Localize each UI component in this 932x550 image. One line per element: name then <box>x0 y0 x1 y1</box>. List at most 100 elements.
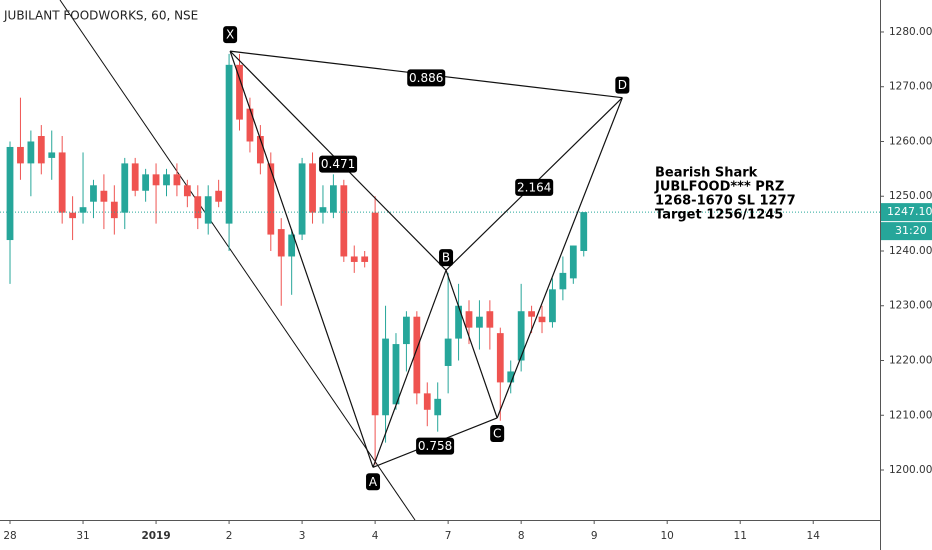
candle-body <box>559 272 567 290</box>
ratio-label: 2.164 <box>517 180 551 194</box>
candle-body <box>58 152 66 213</box>
x-tick-label: 2019 <box>141 530 170 542</box>
candle-body <box>549 289 556 323</box>
ratio-label: 0.886 <box>409 71 443 85</box>
candle-body <box>486 311 494 328</box>
candle-body <box>194 196 202 219</box>
y-tick-label: 1220.00 <box>889 355 932 367</box>
candle-body <box>204 196 212 224</box>
candle-body <box>121 163 129 213</box>
ratio-box <box>407 69 446 87</box>
candle-body <box>236 64 243 120</box>
candle-body <box>110 201 118 219</box>
candle-body <box>48 152 56 158</box>
point-box <box>490 424 505 442</box>
x-tick-label: 10 <box>661 530 674 542</box>
y-tick-label: 1210.00 <box>889 409 932 421</box>
candle-body <box>403 316 410 345</box>
y-tick-label: 1240.00 <box>889 245 932 257</box>
point-box <box>366 473 381 491</box>
candle-body <box>17 146 24 164</box>
candle-body <box>267 163 275 235</box>
candle-body <box>79 207 87 213</box>
annotation: 1268-1670 SL 1277 <box>655 194 796 209</box>
ratio-label: 0.471 <box>321 157 355 171</box>
pattern-line <box>372 269 447 468</box>
candle-body <box>152 174 160 186</box>
candle-body <box>69 212 76 219</box>
candle-body <box>277 229 285 257</box>
x-tick-label: 2 <box>226 530 233 542</box>
y-tick-label: 1230.00 <box>889 300 932 312</box>
candle-body <box>173 174 181 186</box>
annotation: Target 1256/1245 <box>655 208 783 223</box>
candle-body <box>309 163 316 213</box>
candle-body <box>476 316 483 328</box>
point-label: C <box>493 426 501 440</box>
ratio-box <box>416 437 455 455</box>
candle-body <box>163 174 170 186</box>
x-tick-label: 28 <box>3 530 16 542</box>
candle-body <box>569 245 577 279</box>
point-box <box>439 249 454 267</box>
candle-body <box>382 338 389 416</box>
candle-body <box>215 190 223 202</box>
y-tick-label: 1250.00 <box>889 190 932 202</box>
annotation: Bearish Shark <box>655 166 758 181</box>
ratio-label: 0.758 <box>418 439 452 453</box>
y-tick-label: 1270.00 <box>889 81 932 93</box>
candle-body <box>350 256 358 262</box>
plot <box>6 53 588 465</box>
candle-body <box>538 316 546 323</box>
x-tick-label: 31 <box>76 530 89 542</box>
countdown: 31:20 <box>895 224 927 237</box>
pattern-line <box>229 50 374 468</box>
countdown-box <box>881 222 932 241</box>
candle-body <box>330 185 337 213</box>
candle-body <box>434 398 442 416</box>
point-label: B <box>442 251 450 265</box>
y-tick-label: 1260.00 <box>889 135 932 147</box>
candle-body <box>37 136 45 164</box>
point-box <box>615 76 630 94</box>
candle-body <box>225 64 233 224</box>
x-tick-label: 7 <box>445 530 452 542</box>
last-price-label: 1247.10 <box>887 205 932 218</box>
candle-body <box>465 311 473 328</box>
candle-body <box>246 108 254 142</box>
candle-body <box>288 234 296 257</box>
candle-body <box>100 190 108 202</box>
y-tick-label: 1280.00 <box>889 26 932 38</box>
x-tick-label: 8 <box>518 530 525 542</box>
point-label: X <box>226 28 234 42</box>
chart-title: JUBILANT FOODWORKS, 60, NSE <box>3 9 198 23</box>
candle-body <box>580 212 588 251</box>
point-label: A <box>369 475 378 489</box>
ratio-box <box>515 178 554 196</box>
candle-body <box>256 136 264 164</box>
candle-body <box>319 207 327 213</box>
y-tick-label: 1200.00 <box>889 464 932 476</box>
x-tick-label: 11 <box>734 530 747 542</box>
candle-body <box>496 333 504 383</box>
candle-body <box>455 305 462 339</box>
pattern-line <box>445 269 498 419</box>
candle-body <box>507 371 515 383</box>
candle-body <box>298 163 306 235</box>
candle-body <box>131 163 139 191</box>
candle-body <box>444 338 452 366</box>
candle-body <box>361 256 369 262</box>
x-tick-label: 9 <box>591 530 598 542</box>
candle-body <box>517 311 525 361</box>
candle-body <box>27 141 35 164</box>
candle-body <box>142 174 150 191</box>
last-price-box <box>881 203 932 222</box>
point-label: D <box>618 78 627 92</box>
trend-line <box>59 0 416 521</box>
pattern-line <box>496 97 623 419</box>
candle-body <box>6 146 14 241</box>
x-tick-label: 4 <box>372 530 379 542</box>
candle-body <box>413 316 421 394</box>
candle-body <box>528 311 535 317</box>
